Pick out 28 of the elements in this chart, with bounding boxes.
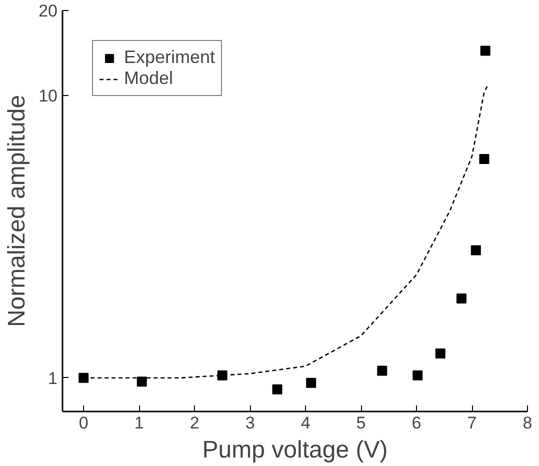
point [306,378,316,388]
x-tick-label: 0 [78,414,88,432]
point [136,376,147,387]
x-tick-label: 7 [467,414,477,432]
x-tick-label: 5 [356,414,366,432]
x-tick-label: 3 [245,414,255,432]
point [78,372,89,383]
legend-label: Experiment [124,47,216,68]
x-tick-label: 6 [412,414,422,432]
y-tick-label: 10 [38,86,58,106]
point [435,348,446,358]
point [480,46,490,56]
x-tick-label: 2 [190,414,200,432]
y-tick-label: 20 [38,2,58,20]
y-axis-title: Normalized amplitude [4,94,31,328]
point [456,293,466,304]
point [217,370,228,380]
point [479,154,490,164]
point [272,384,282,394]
y-tick-label: 1 [48,368,58,388]
x-tick-label: 8 [522,414,532,432]
legend-label: Model [124,68,174,89]
x-tick-label: 1 [134,414,144,432]
x-axis-title: Pump voltage (V) [202,436,388,464]
point [412,370,423,380]
point [377,366,388,376]
point [470,245,481,256]
x-tick-label: 4 [300,414,310,432]
